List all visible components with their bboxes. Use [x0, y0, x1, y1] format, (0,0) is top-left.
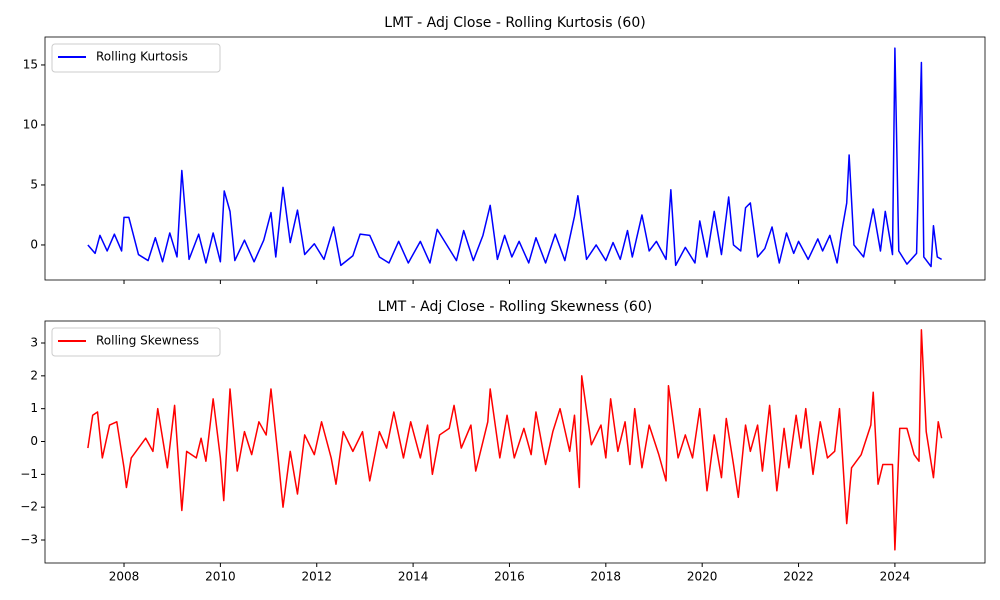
legend-box	[51, 43, 221, 73]
y-tick-label: 2	[30, 368, 38, 382]
x-tick-label: 2020	[687, 570, 718, 584]
y-tick-label: −2	[20, 500, 38, 514]
x-tick-label: 2010	[205, 570, 236, 584]
chart-title: LMT - Adj Close - Rolling Skewness (60)	[378, 299, 652, 315]
x-tick-label: 2014	[398, 570, 429, 584]
x-tick-label: 2018	[591, 570, 622, 584]
x-tick-label: 2008	[109, 570, 140, 584]
y-tick-label: −1	[20, 467, 38, 481]
y-tick-label: 3	[30, 336, 38, 350]
x-tick-label: 2016	[494, 570, 525, 584]
y-tick-label: 0	[30, 434, 38, 448]
plot-frame	[44, 36, 986, 281]
y-tick-label: −3	[20, 533, 38, 547]
y-tick-label: 5	[30, 177, 38, 191]
x-tick-label: 2012	[301, 570, 332, 584]
data-line	[87, 329, 943, 551]
legend-label: Rolling Skewness	[96, 334, 199, 348]
x-tick-label: 2022	[783, 570, 814, 584]
legend-label: Rolling Kurtosis	[96, 50, 188, 64]
x-tick-label: 2024	[880, 570, 911, 584]
chart-title: LMT - Adj Close - Rolling Kurtosis (60)	[384, 15, 645, 31]
plot-frame	[44, 320, 986, 564]
y-tick-label: 1	[30, 401, 38, 415]
data-line	[87, 47, 943, 268]
y-tick-label: 0	[30, 237, 38, 251]
y-tick-label: 15	[23, 57, 38, 71]
y-tick-label: 10	[23, 117, 38, 131]
legend-box	[51, 327, 221, 357]
